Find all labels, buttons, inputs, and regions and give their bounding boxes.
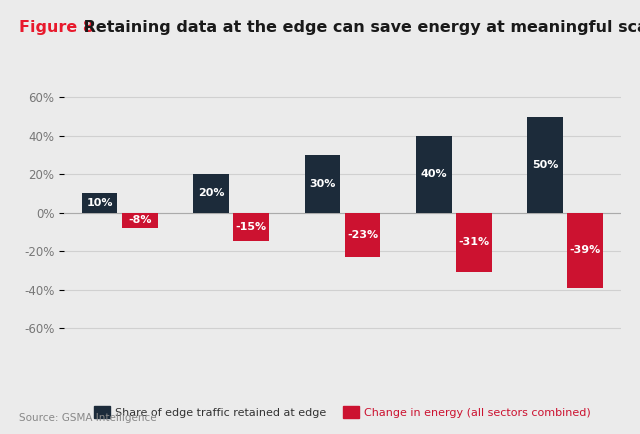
Bar [344,213,380,257]
Text: 40%: 40% [420,169,447,179]
Text: -39%: -39% [570,245,601,255]
Bar [233,213,269,241]
Text: Source: GSMA Intelligence: Source: GSMA Intelligence [19,413,157,423]
Bar [122,213,157,228]
Bar [193,174,229,213]
Bar [305,155,340,213]
Bar [82,194,118,213]
Text: 10%: 10% [86,198,113,208]
Text: -31%: -31% [458,237,490,247]
Text: -8%: -8% [128,215,152,225]
Text: 20%: 20% [198,188,224,198]
Text: 50%: 50% [532,160,558,170]
Text: Retaining data at the edge can save energy at meaningful scale: Retaining data at the edge can save ener… [78,20,640,35]
Text: 30%: 30% [309,179,335,189]
Bar [456,213,492,272]
Bar [416,136,452,213]
Legend: Share of edge traffic retained at edge, Change in energy (all sectors combined): Share of edge traffic retained at edge, … [90,402,595,422]
Text: -23%: -23% [347,230,378,240]
Text: -15%: -15% [236,222,267,232]
Bar [527,117,563,213]
Text: Figure 8: Figure 8 [19,20,94,35]
Bar [567,213,603,288]
